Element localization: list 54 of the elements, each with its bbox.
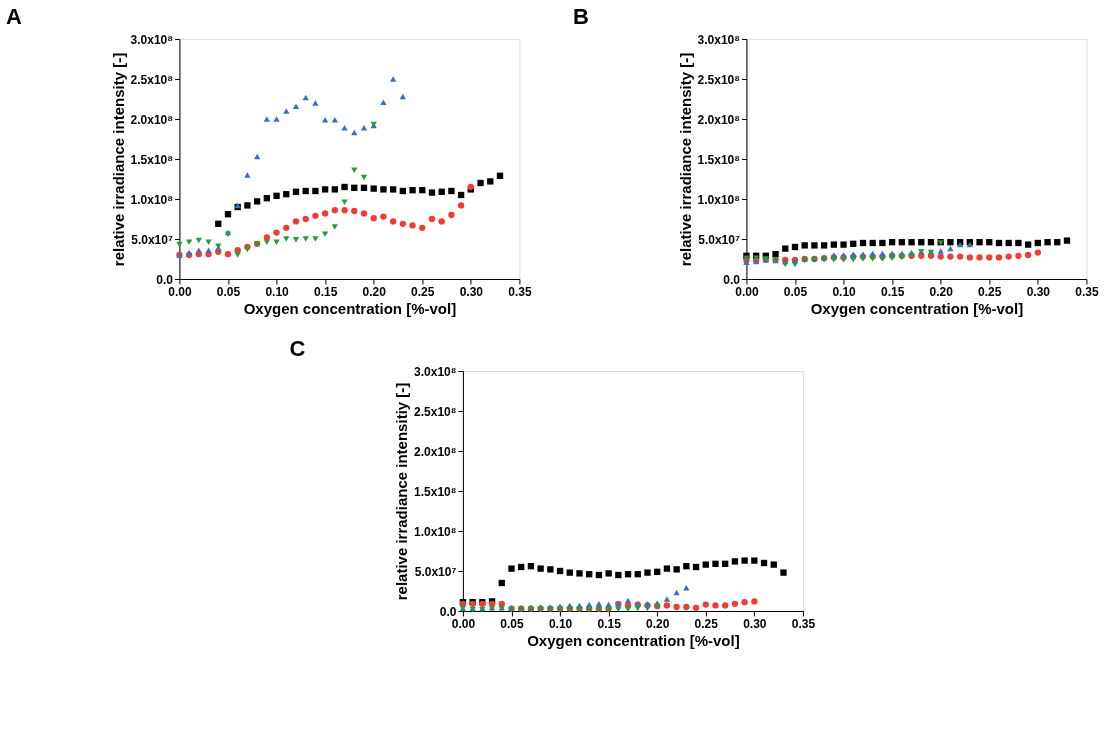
x-tick-label: 0.25	[978, 284, 1002, 299]
x-tick-label: 0.30	[743, 616, 767, 631]
y-tick-label: 0.0	[156, 272, 174, 287]
x-tick-label: 0.05	[500, 616, 524, 631]
y-tick-label: 1.0x10⁸	[414, 524, 457, 539]
x-tick-label: 0.20	[362, 284, 387, 299]
x-tick-label: 0.20	[646, 616, 670, 631]
x-tick-label: 0.10	[548, 616, 573, 631]
x-tick-label: 0.35	[1075, 284, 1099, 299]
y-tick-label: 2.0x10⁸	[130, 112, 173, 127]
y-tick-label: 5.0x10⁷	[698, 232, 740, 247]
x-tick-label: 0.15	[880, 284, 905, 299]
y-tick-label: 1.5x10⁸	[414, 484, 457, 499]
x-tick-label: 0.00	[451, 616, 476, 631]
x-axis-title: Oxygen concentration [%-vol]	[810, 299, 1024, 317]
y-tick-label: 1.0x10⁸	[130, 192, 173, 207]
x-tick-label: 0.10	[265, 284, 290, 299]
x-tick-label: 0.25	[411, 284, 435, 299]
y-tick-label: 2.5x10⁸	[130, 72, 173, 87]
x-tick-label: 0.30	[459, 284, 484, 299]
y-tick-label: 5.0x10⁷	[414, 564, 457, 579]
y-tick-label: 0.0	[723, 272, 741, 287]
x-axis-title: Oxygen concentration [%-vol]	[243, 299, 457, 317]
y-axis-title: relative irradiance intensity [-]	[109, 52, 127, 267]
y-tick-label: 2.0x10⁸	[414, 444, 457, 459]
y-tick-label: 3.0x10⁸	[697, 32, 740, 47]
x-tick-label: 0.35	[791, 616, 816, 631]
x-tick-label: 0.15	[313, 284, 338, 299]
y-tick-label: 0.0	[439, 604, 457, 619]
x-tick-label: 0.25	[694, 616, 719, 631]
y-tick-label: 2.5x10⁸	[697, 72, 740, 87]
y-tick-label: 2.5x10⁸	[414, 404, 457, 419]
x-tick-label: 0.35	[508, 284, 532, 299]
chart-title: C	[289, 336, 306, 361]
y-tick-label: 2.0x10⁸	[697, 112, 740, 127]
x-tick-label: 0.00	[168, 284, 192, 299]
x-tick-label: 0.20	[929, 284, 954, 299]
y-tick-label: 3.0x10⁸	[414, 364, 457, 379]
x-tick-label: 0.05	[216, 284, 241, 299]
chart-title: B	[573, 4, 589, 29]
x-axis-title: Oxygen concentration [%-vol]	[527, 631, 740, 649]
x-tick-label: 0.30	[1026, 284, 1051, 299]
y-tick-label: 1.5x10⁸	[130, 152, 173, 167]
x-tick-label: 0.05	[783, 284, 808, 299]
x-tick-label: 0.15	[597, 616, 622, 631]
y-tick-label: 5.0x10⁷	[131, 232, 173, 247]
x-tick-label: 0.10	[832, 284, 857, 299]
y-axis-title: relative irradiance intensitiy [-]	[393, 382, 411, 601]
y-tick-label: 3.0x10⁸	[130, 32, 173, 47]
chart-title: A	[6, 4, 23, 29]
y-tick-label: 1.5x10⁸	[697, 152, 740, 167]
y-tick-label: 1.0x10⁸	[697, 192, 740, 207]
y-axis-title: relative irradiance intensity [-]	[676, 52, 694, 267]
x-tick-label: 0.00	[735, 284, 759, 299]
